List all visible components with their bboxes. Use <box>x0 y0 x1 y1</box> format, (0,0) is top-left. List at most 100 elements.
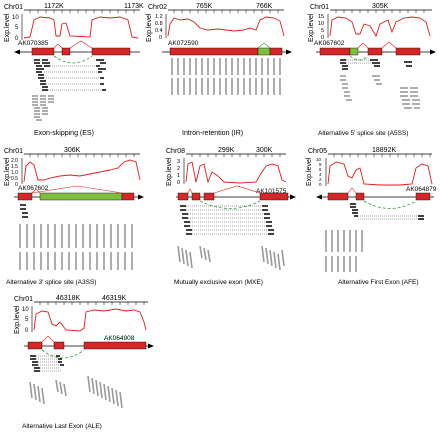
panel-ir-caption: Intron-retention (IR) <box>182 130 243 137</box>
panel-ir-ytick: 0.4 <box>155 28 163 34</box>
panel-a3ss-exon <box>17 192 33 201</box>
panel-es-reads-grey <box>32 95 54 121</box>
panel-es-exon <box>31 47 55 56</box>
panel-mxe-ytick: 3 <box>177 159 180 165</box>
panel-ale-ytick: 0 <box>25 328 29 334</box>
panel-es-tick-2: 1173K <box>124 3 144 10</box>
panel-a3ss-gene-id: AK067602 <box>18 185 49 192</box>
panel-ale-tick-1: 46318K <box>56 295 80 302</box>
panel-afe-ytick: 2 <box>319 177 322 182</box>
panel-ale-ylabel: Exp.level <box>14 305 21 334</box>
panel-mxe-trace <box>185 161 287 184</box>
panel-a3ss-reads-grey <box>19 224 133 270</box>
panel-es-ytick: 10 <box>12 15 19 21</box>
panel-a3ss-chr: Chr01 <box>4 148 23 155</box>
panel-mxe-reads-black <box>180 205 274 235</box>
panel-ale-ytick: 10 <box>22 307 29 313</box>
panel-ir-ytick: 0.8 <box>155 21 163 27</box>
panel-ale-caption: Alternative Last Exon (ALE) <box>22 423 102 430</box>
panel-ale-chr: Chr01 <box>14 296 33 303</box>
panel-mxe-gene-id: AK101575 <box>256 188 287 195</box>
panel-es-ytick: 5 <box>15 25 19 31</box>
panel-a5ss-gene-id: AK067602 <box>314 40 345 47</box>
panel-ir-exon <box>169 47 259 56</box>
panel-es-trace <box>23 16 139 39</box>
panel-a3ss-ylabel: Exp.level <box>4 157 11 186</box>
panel-a5ss-ytick: 5 <box>321 28 324 34</box>
panel-es: Chr01 1172K 1173K Exp.level 10 5 0 AK070… <box>4 3 144 137</box>
panel-a5ss-strand-arrow <box>430 49 436 55</box>
panel-mxe-ytick: 2 <box>177 166 180 172</box>
panel-afe-gene-id: AK064879 <box>406 186 437 193</box>
panel-afe: Chr05 18892K Exp.level 10 8 6 4 2 0 AK06… <box>306 147 437 286</box>
panel-ir-chr: Chr02 <box>148 4 167 11</box>
panel-mxe-exon <box>259 192 289 201</box>
panel-ale-reads-grey <box>29 375 123 409</box>
panel-ale: Chr01 46318K 46319K Exp.level 10 5 0 AK0… <box>14 295 154 430</box>
panel-afe-tick-1: 18892K <box>372 147 396 154</box>
panel-a3ss-ytick: 2.0 <box>11 158 18 164</box>
panel-afe-exon <box>327 192 349 201</box>
panel-a3ss-reads-black <box>20 204 28 218</box>
panel-mxe-reads-grey <box>177 245 285 271</box>
panel-ir-strand-arrow <box>286 49 292 55</box>
panel-es-minor-ticks <box>29 10 135 13</box>
panel-mxe-chr: Chr08 <box>166 148 185 155</box>
panel-afe-ytick: 0 <box>319 182 322 187</box>
panel-ir-tick-1: 765K <box>196 3 213 10</box>
panel-ir-reads-grey <box>171 58 281 95</box>
panel-mxe-caption: Mutually exclusive exon (MXE) <box>174 279 263 286</box>
panel-afe-alt-first-exon <box>415 192 431 201</box>
panel-es-exon <box>91 47 131 56</box>
panel-ir-ytick: 0 <box>159 35 162 41</box>
panel-a5ss-chr: Chr01 <box>310 4 329 11</box>
panel-mxe-strand-arrow <box>290 194 296 200</box>
panel-afe-ylabel: Exp.level <box>306 157 313 186</box>
panel-es-gene-id: AK070385 <box>18 40 49 47</box>
panel-es-ytick: 0 <box>15 36 19 42</box>
panel-mxe-ytick: 0 <box>177 180 180 186</box>
panel-a5ss-ytick: 10 <box>318 21 324 27</box>
panel-a5ss-exon <box>395 47 421 56</box>
panel-mxe-tick-2: 300K <box>256 147 273 154</box>
panel-a3ss-caption: Alternative 3' splice site (A3SS) <box>6 279 96 286</box>
panel-a5ss-ytick: 0 <box>321 35 324 41</box>
panel-ale-ytick: 5 <box>25 317 29 323</box>
panel-es-exon <box>61 47 71 56</box>
panel-a5ss-ytick: 15 <box>318 14 324 20</box>
panel-es-tick-1: 1172K <box>44 3 64 10</box>
panel-afe-reads-grey <box>325 230 363 272</box>
panel-a3ss-alt-site <box>39 192 123 201</box>
panel-afe-strand-arrow <box>316 194 322 200</box>
panel-ale-exon <box>53 341 65 350</box>
panel-a5ss-trace <box>329 16 431 38</box>
panel-a3ss-exon <box>121 192 135 201</box>
panel-a5ss-caption: Alternative 5' splice site (A5SS) <box>318 130 408 137</box>
panel-ale-alt-last-exon <box>83 341 147 350</box>
panel-es-chr: Chr01 <box>4 4 23 11</box>
panel-ir: Chr02 765K 766K Exp.level 1.2 0.8 0.4 0 … <box>146 3 292 137</box>
panel-es-ylabel: Exp.level <box>4 13 11 42</box>
panel-a5ss-exon <box>367 47 383 56</box>
panel-a5ss-alt-site <box>349 47 359 56</box>
panel-es-reads-black <box>34 59 50 91</box>
panel-es-skip-junction <box>53 55 93 64</box>
panel-ale-tick-2: 46319K <box>102 295 126 302</box>
panel-mxe-ytick: 1 <box>177 173 180 179</box>
panel-ir-trace <box>167 16 285 37</box>
panel-a3ss-strand-arrow <box>138 194 144 200</box>
panel-afe-caption: Alternative First Exon (AFE) <box>338 279 419 286</box>
panel-afe-reads-black <box>350 203 358 217</box>
panel-ir-retained-intron <box>257 47 271 56</box>
panel-ale-strand-arrow <box>148 343 154 349</box>
panel-afe-chr: Chr05 <box>308 148 327 155</box>
panel-ir-gene-id: AK072590 <box>168 40 199 47</box>
panel-ir-exon <box>269 47 283 56</box>
panel-a5ss: Chr01 305K Exp.level 15 10 5 0 AK067602 <box>308 3 436 137</box>
panel-a5ss-exon <box>319 47 351 56</box>
panel-a5ss-reads-grey <box>340 75 420 109</box>
panel-afe-ytick: 4 <box>319 172 322 177</box>
panel-mxe-exon <box>203 192 215 201</box>
panel-a5ss-ylabel: Exp.level <box>308 13 315 42</box>
